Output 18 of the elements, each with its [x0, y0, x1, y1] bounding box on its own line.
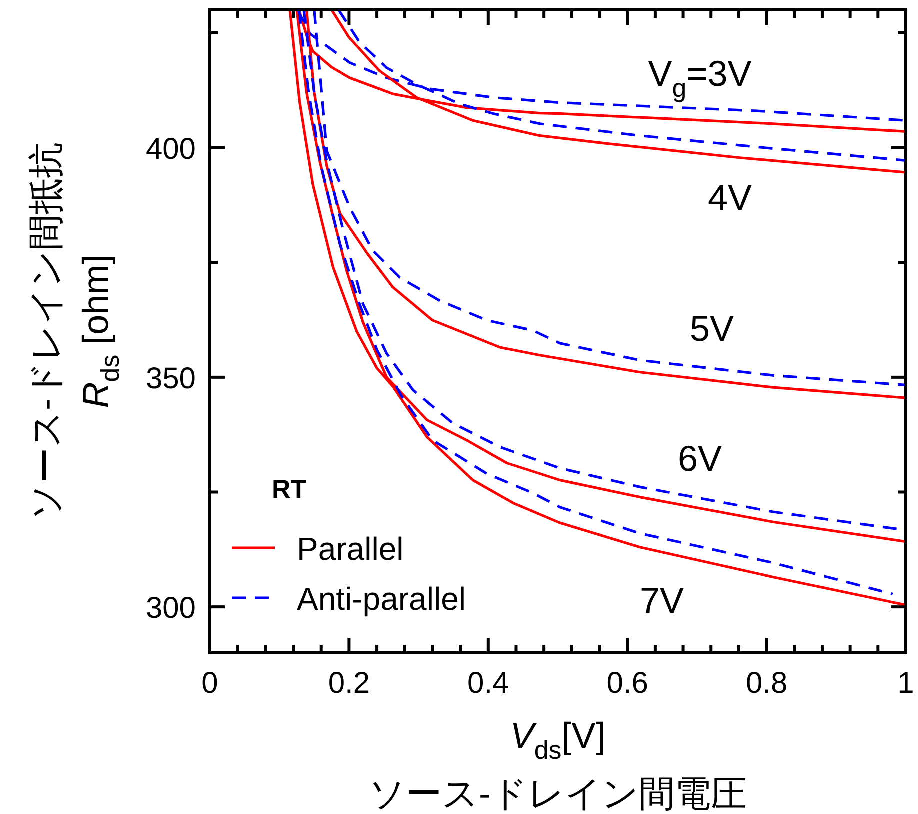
x-tick-label: 0.8: [746, 667, 788, 700]
y-tick-label: 350: [146, 362, 196, 396]
x-tick-label: 0.2: [328, 667, 370, 700]
x-tick-label: 0.4: [468, 667, 510, 700]
annotation: 7V: [640, 580, 684, 621]
x-tick-label: 0.6: [606, 667, 648, 700]
x-tick-label: 1: [898, 667, 914, 700]
x-axis-title: V$_{ds}$[V] ソース-ドレイン間電圧: [369, 715, 747, 814]
annotation: V$_{g}$=3V: [648, 53, 752, 103]
annotation: 4V: [708, 177, 752, 218]
legend-title: RT: [272, 474, 307, 504]
y-tick-label: 400: [146, 132, 196, 166]
annotation: 6V: [678, 438, 722, 479]
legend-label: Anti-parallel: [297, 581, 466, 617]
y-tick-label: 300: [146, 592, 196, 626]
x-tick-label: 0: [202, 667, 218, 700]
annotation: 5V: [690, 308, 734, 349]
legend-label: Parallel: [297, 531, 404, 567]
